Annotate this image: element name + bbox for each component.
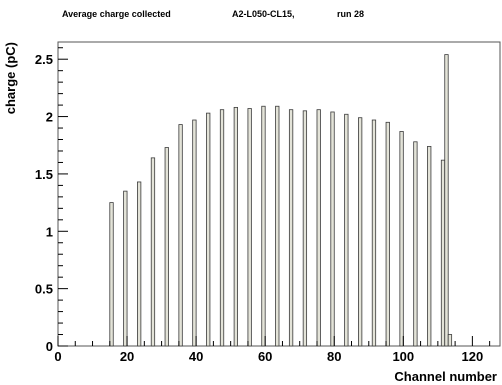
y-tick-label: 1 xyxy=(46,224,53,239)
x-tick-label: 20 xyxy=(120,349,134,364)
bar xyxy=(206,112,211,347)
bar xyxy=(178,124,183,347)
bar xyxy=(109,202,114,347)
x-tick-label: 80 xyxy=(327,349,341,364)
chart-title-part-1: Average charge collected xyxy=(62,9,171,19)
bar xyxy=(316,109,321,347)
y-tick-label: 2.5 xyxy=(35,52,53,67)
x-axis-title: Channel number xyxy=(394,369,497,384)
bar xyxy=(288,109,294,347)
bar xyxy=(247,108,252,347)
bar xyxy=(413,141,418,347)
bar xyxy=(330,111,335,347)
bar xyxy=(164,147,169,347)
bar xyxy=(358,117,363,347)
y-tick-label: 0.5 xyxy=(35,282,53,297)
bar xyxy=(440,159,446,347)
y-axis: 0 0.5 1 1.5 2 2.5 xyxy=(35,47,68,354)
bar xyxy=(233,106,238,347)
y-axis-title: charge (pC) xyxy=(3,42,18,114)
x-axis: 0 20 40 60 80 100 120 xyxy=(54,336,491,364)
bar xyxy=(371,119,377,347)
x-tick-label: 120 xyxy=(462,349,484,364)
bar xyxy=(447,334,453,347)
x-tick-label: 40 xyxy=(189,349,203,364)
bar xyxy=(444,54,449,347)
bar xyxy=(261,105,266,347)
bar xyxy=(275,105,280,347)
y-tick-label: 2 xyxy=(46,110,53,125)
x-tick-label: 100 xyxy=(392,349,414,364)
x-tick-label: 0 xyxy=(54,349,61,364)
bar xyxy=(137,181,142,347)
y-tick-label: 1.5 xyxy=(35,167,53,182)
y-tick-label: 0 xyxy=(46,339,53,354)
chart-title-part-3: run 28 xyxy=(337,9,364,19)
bar xyxy=(385,121,390,347)
bars-group xyxy=(109,54,453,347)
chart-title-part-2: A2-L050-CL15, xyxy=(232,9,295,19)
bar xyxy=(192,119,197,347)
bar xyxy=(150,157,156,347)
bar xyxy=(399,131,404,347)
bar xyxy=(219,109,225,347)
bar xyxy=(123,190,128,347)
bar xyxy=(344,113,349,347)
x-tick-label: 60 xyxy=(258,349,272,364)
bar xyxy=(427,145,432,347)
bar xyxy=(302,110,308,347)
